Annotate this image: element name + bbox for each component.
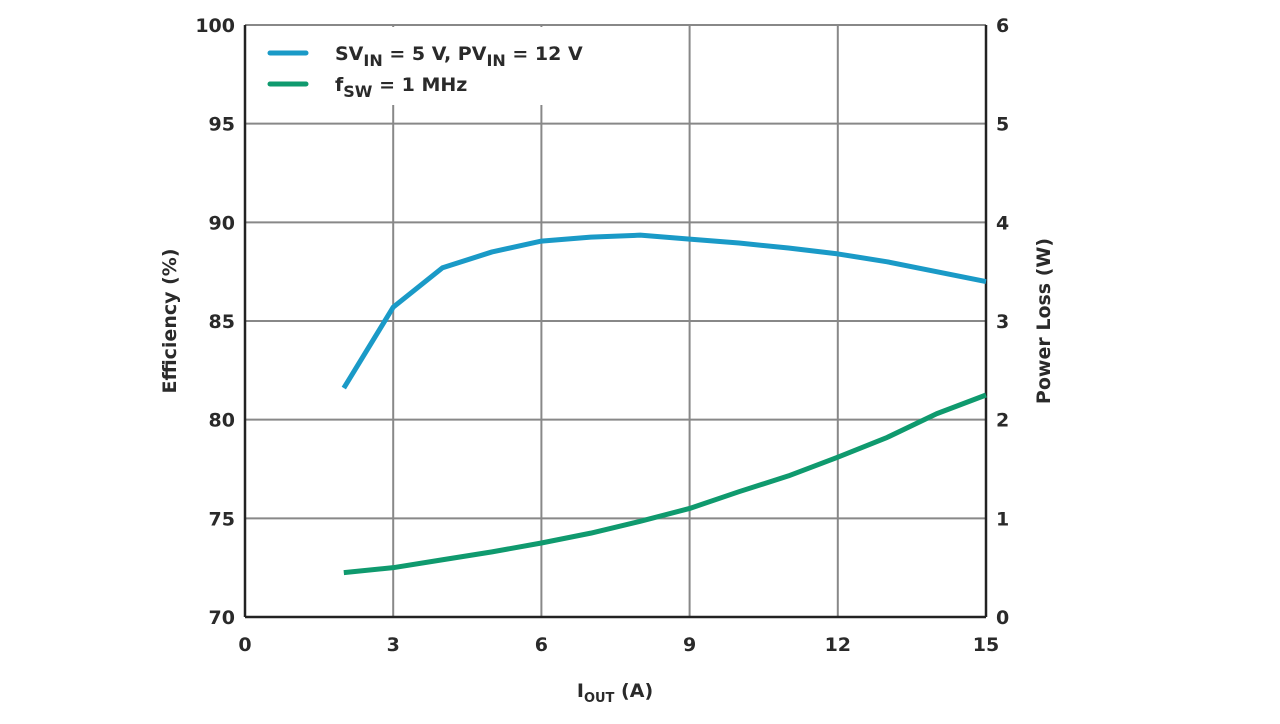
x-label-sub: OUT <box>584 691 615 706</box>
legend-text-part: = 5 V, PV <box>383 43 487 65</box>
x-tick-label: 12 <box>825 634 851 656</box>
y2-axis-label: Power Loss (W) <box>1033 238 1055 404</box>
x-tick-label: 6 <box>535 634 548 656</box>
x-label-main: I <box>577 680 584 702</box>
y-axis-label: Efficiency (%) <box>159 248 181 393</box>
legend-text-part: IN <box>486 51 505 70</box>
x-tick-label: 0 <box>238 634 251 656</box>
y-tick-label: 70 <box>209 607 235 629</box>
legend-text-part: = 1 MHz <box>372 74 467 96</box>
x-tick-label: 3 <box>387 634 400 656</box>
legend-text-part: SW <box>343 82 373 101</box>
legend-text-part: = 12 V <box>506 43 583 65</box>
y-tick-label: 95 <box>209 114 235 136</box>
y2-tick-label: 6 <box>996 15 1009 37</box>
y2-tick-label: 5 <box>996 114 1009 136</box>
y2-tick-label: 0 <box>996 607 1009 629</box>
legend-text-part: IN <box>363 51 382 70</box>
y2-tick-label: 4 <box>996 212 1009 234</box>
y2-tick-label: 1 <box>996 508 1009 530</box>
x-axis-label: IOUT (A) <box>577 680 653 706</box>
y-tick-label: 90 <box>209 212 235 234</box>
x-tick-label: 15 <box>973 634 999 656</box>
y-tick-label: 85 <box>209 311 235 333</box>
x-label-unit: (A) <box>614 680 653 702</box>
y-tick-label: 75 <box>209 508 235 530</box>
series-line-0 <box>344 235 986 388</box>
series-line-1 <box>344 395 986 573</box>
legend-text-part: SV <box>335 43 364 65</box>
series-layer <box>344 235 986 573</box>
y-tick-label: 80 <box>209 410 235 432</box>
x-tick-label: 9 <box>683 634 696 656</box>
y-tick-label: 100 <box>195 15 235 37</box>
y2-tick-label: 3 <box>996 311 1009 333</box>
y2-tick-label: 2 <box>996 410 1009 432</box>
